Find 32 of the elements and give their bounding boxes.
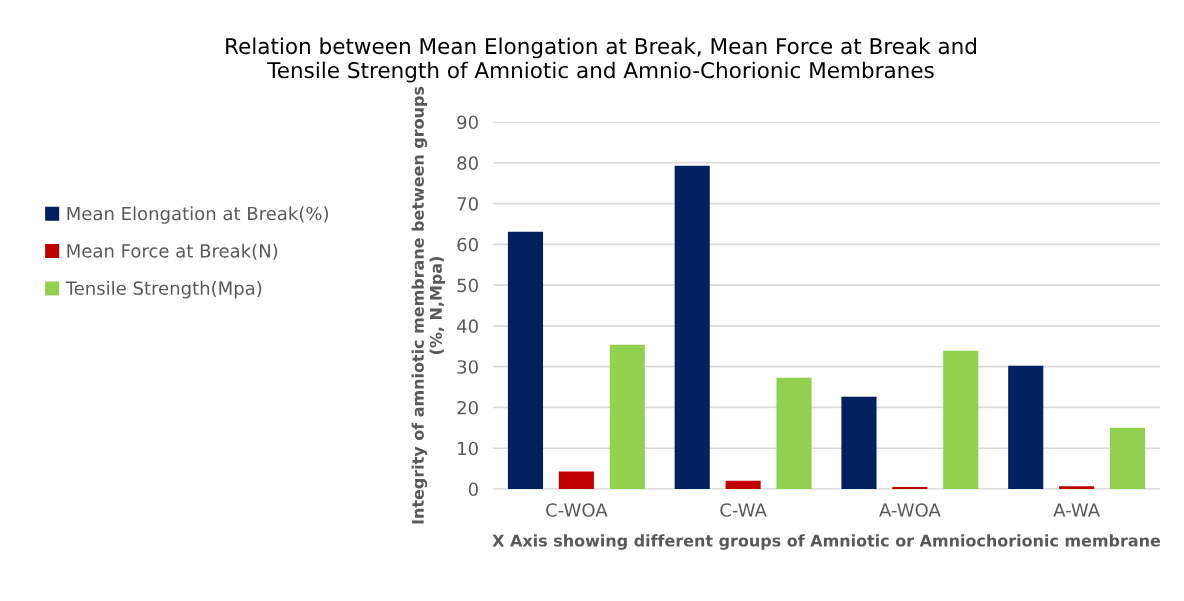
y-tick-label: 60 (457, 237, 478, 252)
y-tick-label: 30 (457, 360, 478, 374)
chart-title: Relation between Mean Elongation at Break, Mean Force at Break and Tensile Strength of Amniotic and Amnio-Chorionic Membranes (226, 37, 976, 83)
y-tick-label: 40 (457, 319, 478, 334)
bar (943, 350, 979, 489)
bar (674, 165, 710, 489)
y-tick-label: 70 (457, 197, 478, 211)
y-tick-label: 50 (457, 278, 478, 293)
bar (1008, 365, 1044, 489)
bar (841, 396, 877, 489)
y-tick-label: 20 (457, 400, 478, 415)
x-tick-label: A-WOA (879, 503, 941, 517)
x-tick-label: A-WA (1053, 503, 1100, 517)
x-axis-title: X Axis showing different groups of Amniotic or Amniochorionic membrane (492, 534, 1161, 550)
x-tick-label: C-WA (720, 503, 767, 517)
bar (609, 344, 645, 489)
y-axis-title: Integrity of amniotic membrane between groups (%, N,Mpa) (411, 86, 446, 524)
bar (558, 471, 594, 489)
x-tick-label: C-WOA (546, 503, 608, 517)
bar (892, 486, 928, 489)
y-tick-label: 90 (457, 115, 478, 130)
legend-label: Tensile Strength(Mpa) (65, 281, 262, 299)
bar (776, 377, 812, 489)
y-tick-label: 10 (458, 441, 478, 456)
bar (1109, 427, 1146, 489)
bar (1059, 486, 1095, 489)
legend-label: Mean Elongation at Break(%) (67, 206, 329, 224)
y-tick-label: 0 (468, 482, 478, 497)
bar (507, 231, 544, 489)
legend-label: Mean Force at Break(N) (67, 243, 278, 260)
bar (725, 480, 761, 489)
y-tick-label: 80 (457, 156, 478, 170)
